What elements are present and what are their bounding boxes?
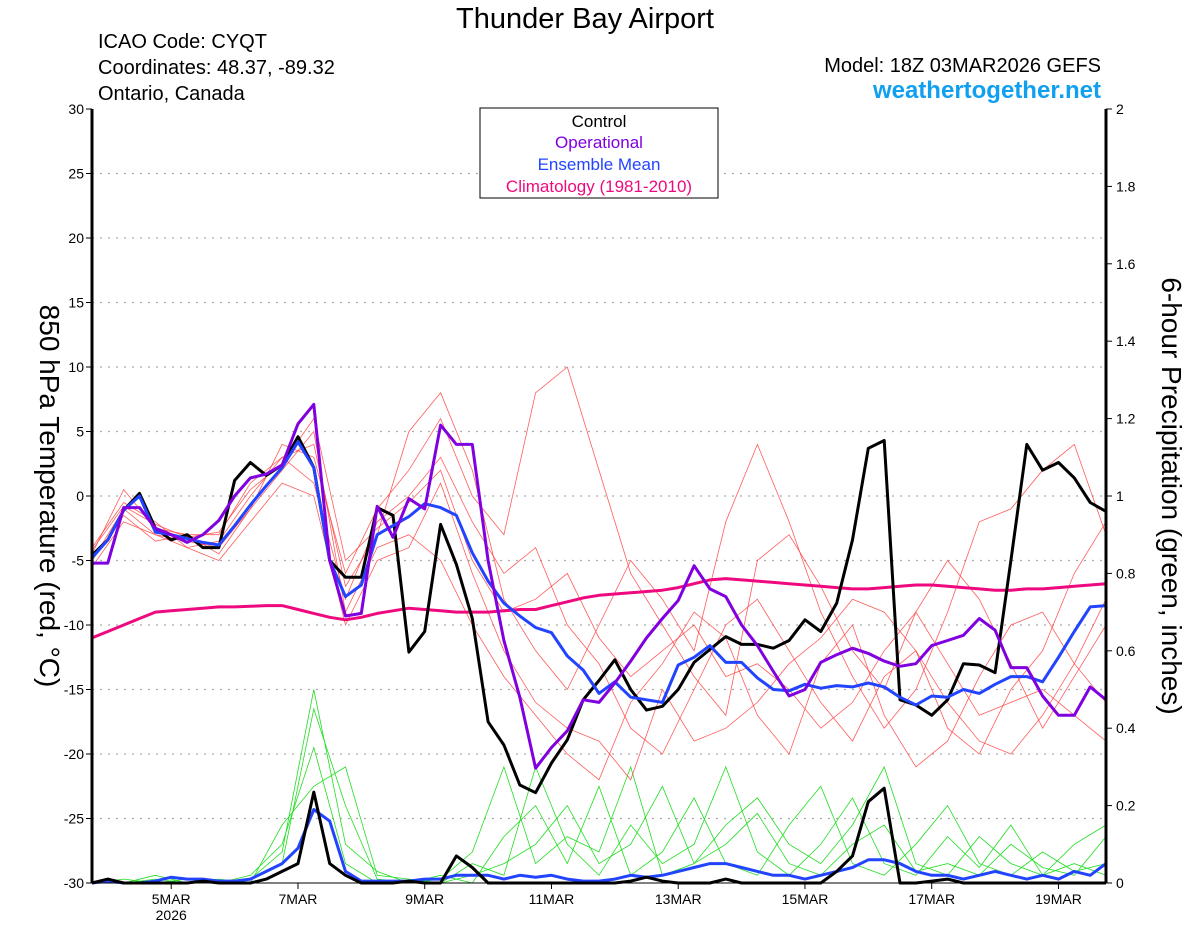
x-tick-label: 11MAR xyxy=(529,891,575,907)
y-tick-label: 30 xyxy=(68,101,84,117)
x-tick-label: 19MAR xyxy=(1035,891,1082,907)
legend-ensemble-mean: Ensemble Mean xyxy=(538,155,661,174)
legend-operational: Operational xyxy=(555,133,643,152)
control-precip-line xyxy=(91,786,1106,885)
temp-member-line xyxy=(91,430,1107,781)
temp-member-line xyxy=(91,482,1107,781)
y-tick-label: -20 xyxy=(64,746,84,762)
y2-tick-label: 1.8 xyxy=(1116,178,1136,194)
y-axis-label: 850 hPa Temperature (red, °C) xyxy=(34,305,65,688)
x-tick-label: 5MAR xyxy=(152,891,191,907)
legend-box xyxy=(479,107,719,199)
y-tick-label: -15 xyxy=(64,682,84,698)
y-tick-label: -10 xyxy=(64,617,84,633)
x-tick-label: 13MAR xyxy=(655,891,702,907)
x-tick-label: 9MAR xyxy=(405,891,444,907)
model-run: Model: 18Z 03MAR2026 GEFS xyxy=(824,55,1101,77)
y-tick-label: 0 xyxy=(76,488,84,504)
chart-title: Thunder Bay Airport xyxy=(456,3,714,35)
precip-member-line xyxy=(92,746,1107,884)
temp-member-line xyxy=(91,456,1107,755)
x-tick-label: 15MAR xyxy=(782,891,829,907)
y2-tick-label: 1.2 xyxy=(1116,411,1136,427)
control-temp-line xyxy=(90,435,1107,795)
y2-tick-label: 1 xyxy=(1116,488,1124,504)
y2-tick-label: 1.4 xyxy=(1116,333,1136,349)
y-tick-label: -30 xyxy=(64,875,84,891)
x-tick-label: 17MAR xyxy=(908,891,955,907)
legend: Control Operational Ensemble Mean Climat… xyxy=(479,107,719,199)
y-tick-label: 20 xyxy=(68,230,84,246)
y-tick-label: 15 xyxy=(68,295,84,311)
icao-code: ICAO Code: CYQT xyxy=(98,31,267,53)
precip-member-line xyxy=(91,689,1107,884)
ensemble-mean-precip-line xyxy=(91,808,1107,885)
region: Ontario, Canada xyxy=(98,83,246,105)
precip-member-line xyxy=(92,765,1107,884)
ensemble-members xyxy=(91,366,1107,884)
ensemble-mean-temp-line xyxy=(90,440,1107,707)
temp-member-line xyxy=(91,366,1107,730)
y-tick-label: 10 xyxy=(68,359,84,375)
y2-tick-label: 0.2 xyxy=(1116,798,1136,814)
temp-member-line xyxy=(91,417,1107,742)
y2-tick-label: 0 xyxy=(1116,875,1124,891)
operational-temp-line xyxy=(92,402,1107,770)
x-tick-label: 7MAR xyxy=(279,891,318,907)
y2-axis-label: 6-hour Precipitation (green, inches) xyxy=(1156,277,1187,714)
y2-tick-label: 0.4 xyxy=(1116,720,1136,736)
y-tick-label: -5 xyxy=(72,553,85,569)
y-tick-label: 25 xyxy=(68,166,84,182)
legend-climatology: Climatology (1981-2010) xyxy=(506,177,692,196)
y2-tick-label: 1.6 xyxy=(1116,256,1136,272)
x-tick-sublabel: 2026 xyxy=(156,907,187,923)
y-tick-label: -25 xyxy=(64,811,84,827)
coordinates: Coordinates: 48.37, -89.32 xyxy=(98,57,335,79)
legend-control: Control xyxy=(572,112,627,131)
y2-tick-label: 0.6 xyxy=(1116,643,1136,659)
main-series xyxy=(90,402,1107,885)
y-tick-label: 5 xyxy=(76,424,84,440)
y2-tick-label: 0.8 xyxy=(1116,565,1136,581)
site-link[interactable]: weathertogether.net xyxy=(872,77,1101,104)
climatology-1981-2010-temp-line xyxy=(91,577,1107,640)
y2-tick-label: 2 xyxy=(1116,101,1124,117)
gridlines xyxy=(92,172,1106,820)
axes: 302520151050-5-10-15-20-25-3021.81.61.41… xyxy=(64,101,1136,923)
precip-member-line xyxy=(92,707,1107,884)
